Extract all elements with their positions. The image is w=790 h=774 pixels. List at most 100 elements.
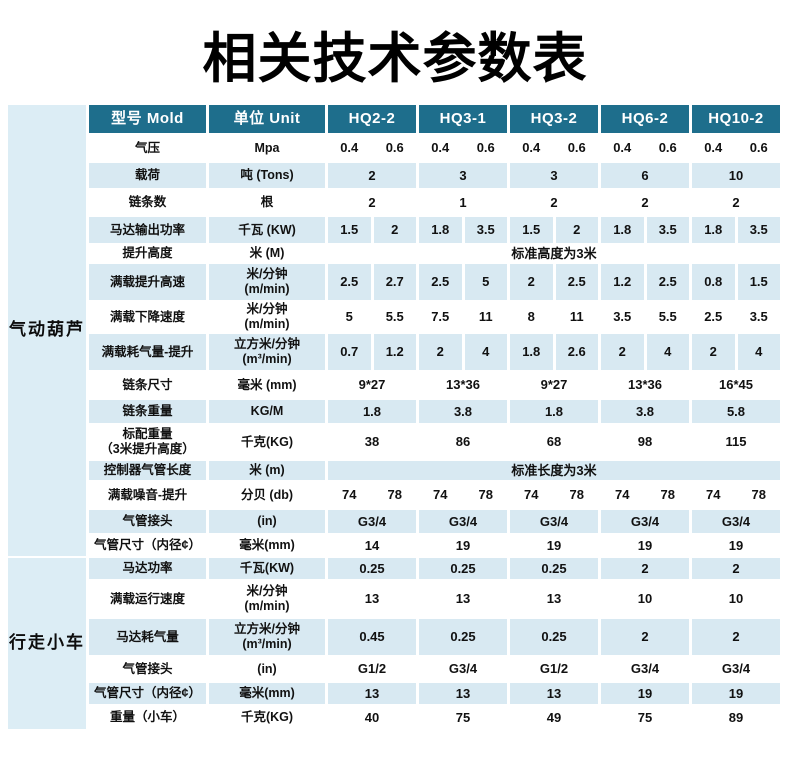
value-cell: 13 xyxy=(419,683,507,705)
unit-text: (m/min) xyxy=(244,599,290,614)
value-cell: 13 xyxy=(510,581,598,618)
row-label: 链条数 xyxy=(89,190,206,216)
unit-cell: 米/分钟 (m/min) xyxy=(209,581,325,618)
value-cell: 10 xyxy=(692,163,780,189)
unit-text: 千瓦(KW) xyxy=(239,561,295,576)
row-label: 气压 xyxy=(89,135,206,162)
row-label-text: 马达功率 xyxy=(122,561,173,576)
value-cell: 1.8 xyxy=(328,400,416,424)
unit-text: KG/M xyxy=(250,404,284,419)
unit-text: (in) xyxy=(257,514,277,529)
value-cell: 49 xyxy=(510,706,598,730)
unit-cell: 千克(KG) xyxy=(209,425,325,460)
row-label: 标配重量 （3米提升高度） xyxy=(89,425,206,460)
value-cell: 2 xyxy=(692,334,735,371)
row-label-text: 满载耗气量-提升 xyxy=(101,344,194,359)
span-value-cell: 标准长度为3米 xyxy=(328,461,780,481)
row-label-text: 气压 xyxy=(134,140,160,155)
unit-text: 分贝 (db) xyxy=(240,487,294,502)
value-cell: 5 xyxy=(464,264,507,301)
row-label-text: 链条重量 xyxy=(122,404,173,419)
value-cell: 2.5 xyxy=(555,264,598,301)
value-cell: 3 xyxy=(419,163,507,189)
row-label: 提升高度 xyxy=(89,245,206,263)
value-cell: G3/4 xyxy=(601,657,689,682)
row-label-text: 气管尺寸（内径¢） xyxy=(94,686,201,701)
value-cell: 13 xyxy=(419,581,507,618)
unit-text: 立方米/分钟 xyxy=(234,337,300,352)
unit-cell: 米 (M) xyxy=(209,245,325,263)
value-cell: 11 xyxy=(555,302,598,333)
row-label: 气管接头 xyxy=(89,510,206,534)
row-label: 载荷 xyxy=(89,163,206,189)
column-header-model: HQ3-2 xyxy=(510,105,598,134)
row-label-text: 满载下降速度 xyxy=(109,309,185,324)
row-label: 马达耗气量 xyxy=(89,619,206,656)
row-label: 满载下降速度 xyxy=(89,302,206,333)
value-cell: 2.5 xyxy=(419,264,462,301)
value-cell: 75 xyxy=(419,706,507,730)
unit-cell: KG/M xyxy=(209,400,325,424)
value-cell: 2 xyxy=(601,619,689,656)
unit-text: 米/分钟 xyxy=(246,302,288,317)
value-cell: G1/2 xyxy=(510,657,598,682)
unit-cell: 千瓦(KW) xyxy=(209,558,325,580)
unit-text: 立方米/分钟 xyxy=(234,622,300,637)
value-cell: 3.5 xyxy=(464,217,507,244)
row-label-text: 链条数 xyxy=(128,195,167,210)
value-cell: 4 xyxy=(737,334,780,371)
unit-cell: 吨 (Tons) xyxy=(209,163,325,189)
value-cell: 7.5 xyxy=(419,302,462,333)
value-cell: 86 xyxy=(419,425,507,460)
row-label-text: 标配重量 xyxy=(122,427,173,442)
value-cell: G3/4 xyxy=(510,510,598,534)
row-label: 满载噪音-提升 xyxy=(89,482,206,509)
value-cell: 0.45 xyxy=(328,619,416,656)
unit-cell: 千瓦 (KW) xyxy=(209,217,325,244)
unit-text: 米/分钟 xyxy=(246,584,288,599)
value-cell: 2.5 xyxy=(328,264,371,301)
row-label: 满载提升高速 xyxy=(89,264,206,301)
row-label-text: 重量（小车） xyxy=(109,710,185,725)
value-cell: 78 xyxy=(464,482,507,509)
value-cell: G3/4 xyxy=(419,657,507,682)
unit-cell: (in) xyxy=(209,657,325,682)
page-title: 相关技术参数表 xyxy=(202,29,588,89)
column-header-model: HQ6-2 xyxy=(601,105,689,134)
value-cell: 0.25 xyxy=(419,619,507,656)
row-label: 马达输出功率 xyxy=(89,217,206,244)
row-label-text: 气管尺寸（内径¢） xyxy=(94,538,201,553)
value-cell: 74 xyxy=(601,482,644,509)
value-cell: 5.5 xyxy=(373,302,416,333)
unit-text: 吨 (Tons) xyxy=(240,168,294,183)
unit-cell: 毫米(mm) xyxy=(209,535,325,557)
value-cell: 2 xyxy=(328,163,416,189)
value-cell: 2.7 xyxy=(373,264,416,301)
value-cell: 2 xyxy=(601,334,644,371)
value-cell: 40 xyxy=(328,706,416,730)
value-cell: 89 xyxy=(692,706,780,730)
value-cell: 10 xyxy=(692,581,780,618)
value-cell: 5.5 xyxy=(646,302,689,333)
value-cell: 75 xyxy=(601,706,689,730)
unit-text: (m³/min) xyxy=(242,352,292,367)
spec-table: 型号 Mold 单位 Unit HQ2-2 HQ3-1 HQ3-2 HQ6-2 HQ10-2… xyxy=(8,105,780,730)
row-label: 重量（小车） xyxy=(89,706,206,730)
unit-text: (in) xyxy=(257,661,277,676)
value-cell: 78 xyxy=(555,482,598,509)
value-cell: 115 xyxy=(692,425,780,460)
value-cell: 78 xyxy=(646,482,689,509)
value-cell: 0.4 xyxy=(419,135,462,162)
unit-text: 米/分钟 xyxy=(246,267,288,282)
unit-text: Mpa xyxy=(254,140,280,155)
value-cell: 0.4 xyxy=(510,135,553,162)
value-cell: 0.4 xyxy=(601,135,644,162)
unit-cell: 米/分钟 (m/min) xyxy=(209,302,325,333)
value-cell: 74 xyxy=(328,482,371,509)
value-cell: 13 xyxy=(328,683,416,705)
value-cell: 19 xyxy=(601,535,689,557)
value-cell: 14 xyxy=(328,535,416,557)
value-cell: 2 xyxy=(692,558,780,580)
value-cell: 0.6 xyxy=(464,135,507,162)
value-cell: 74 xyxy=(692,482,735,509)
